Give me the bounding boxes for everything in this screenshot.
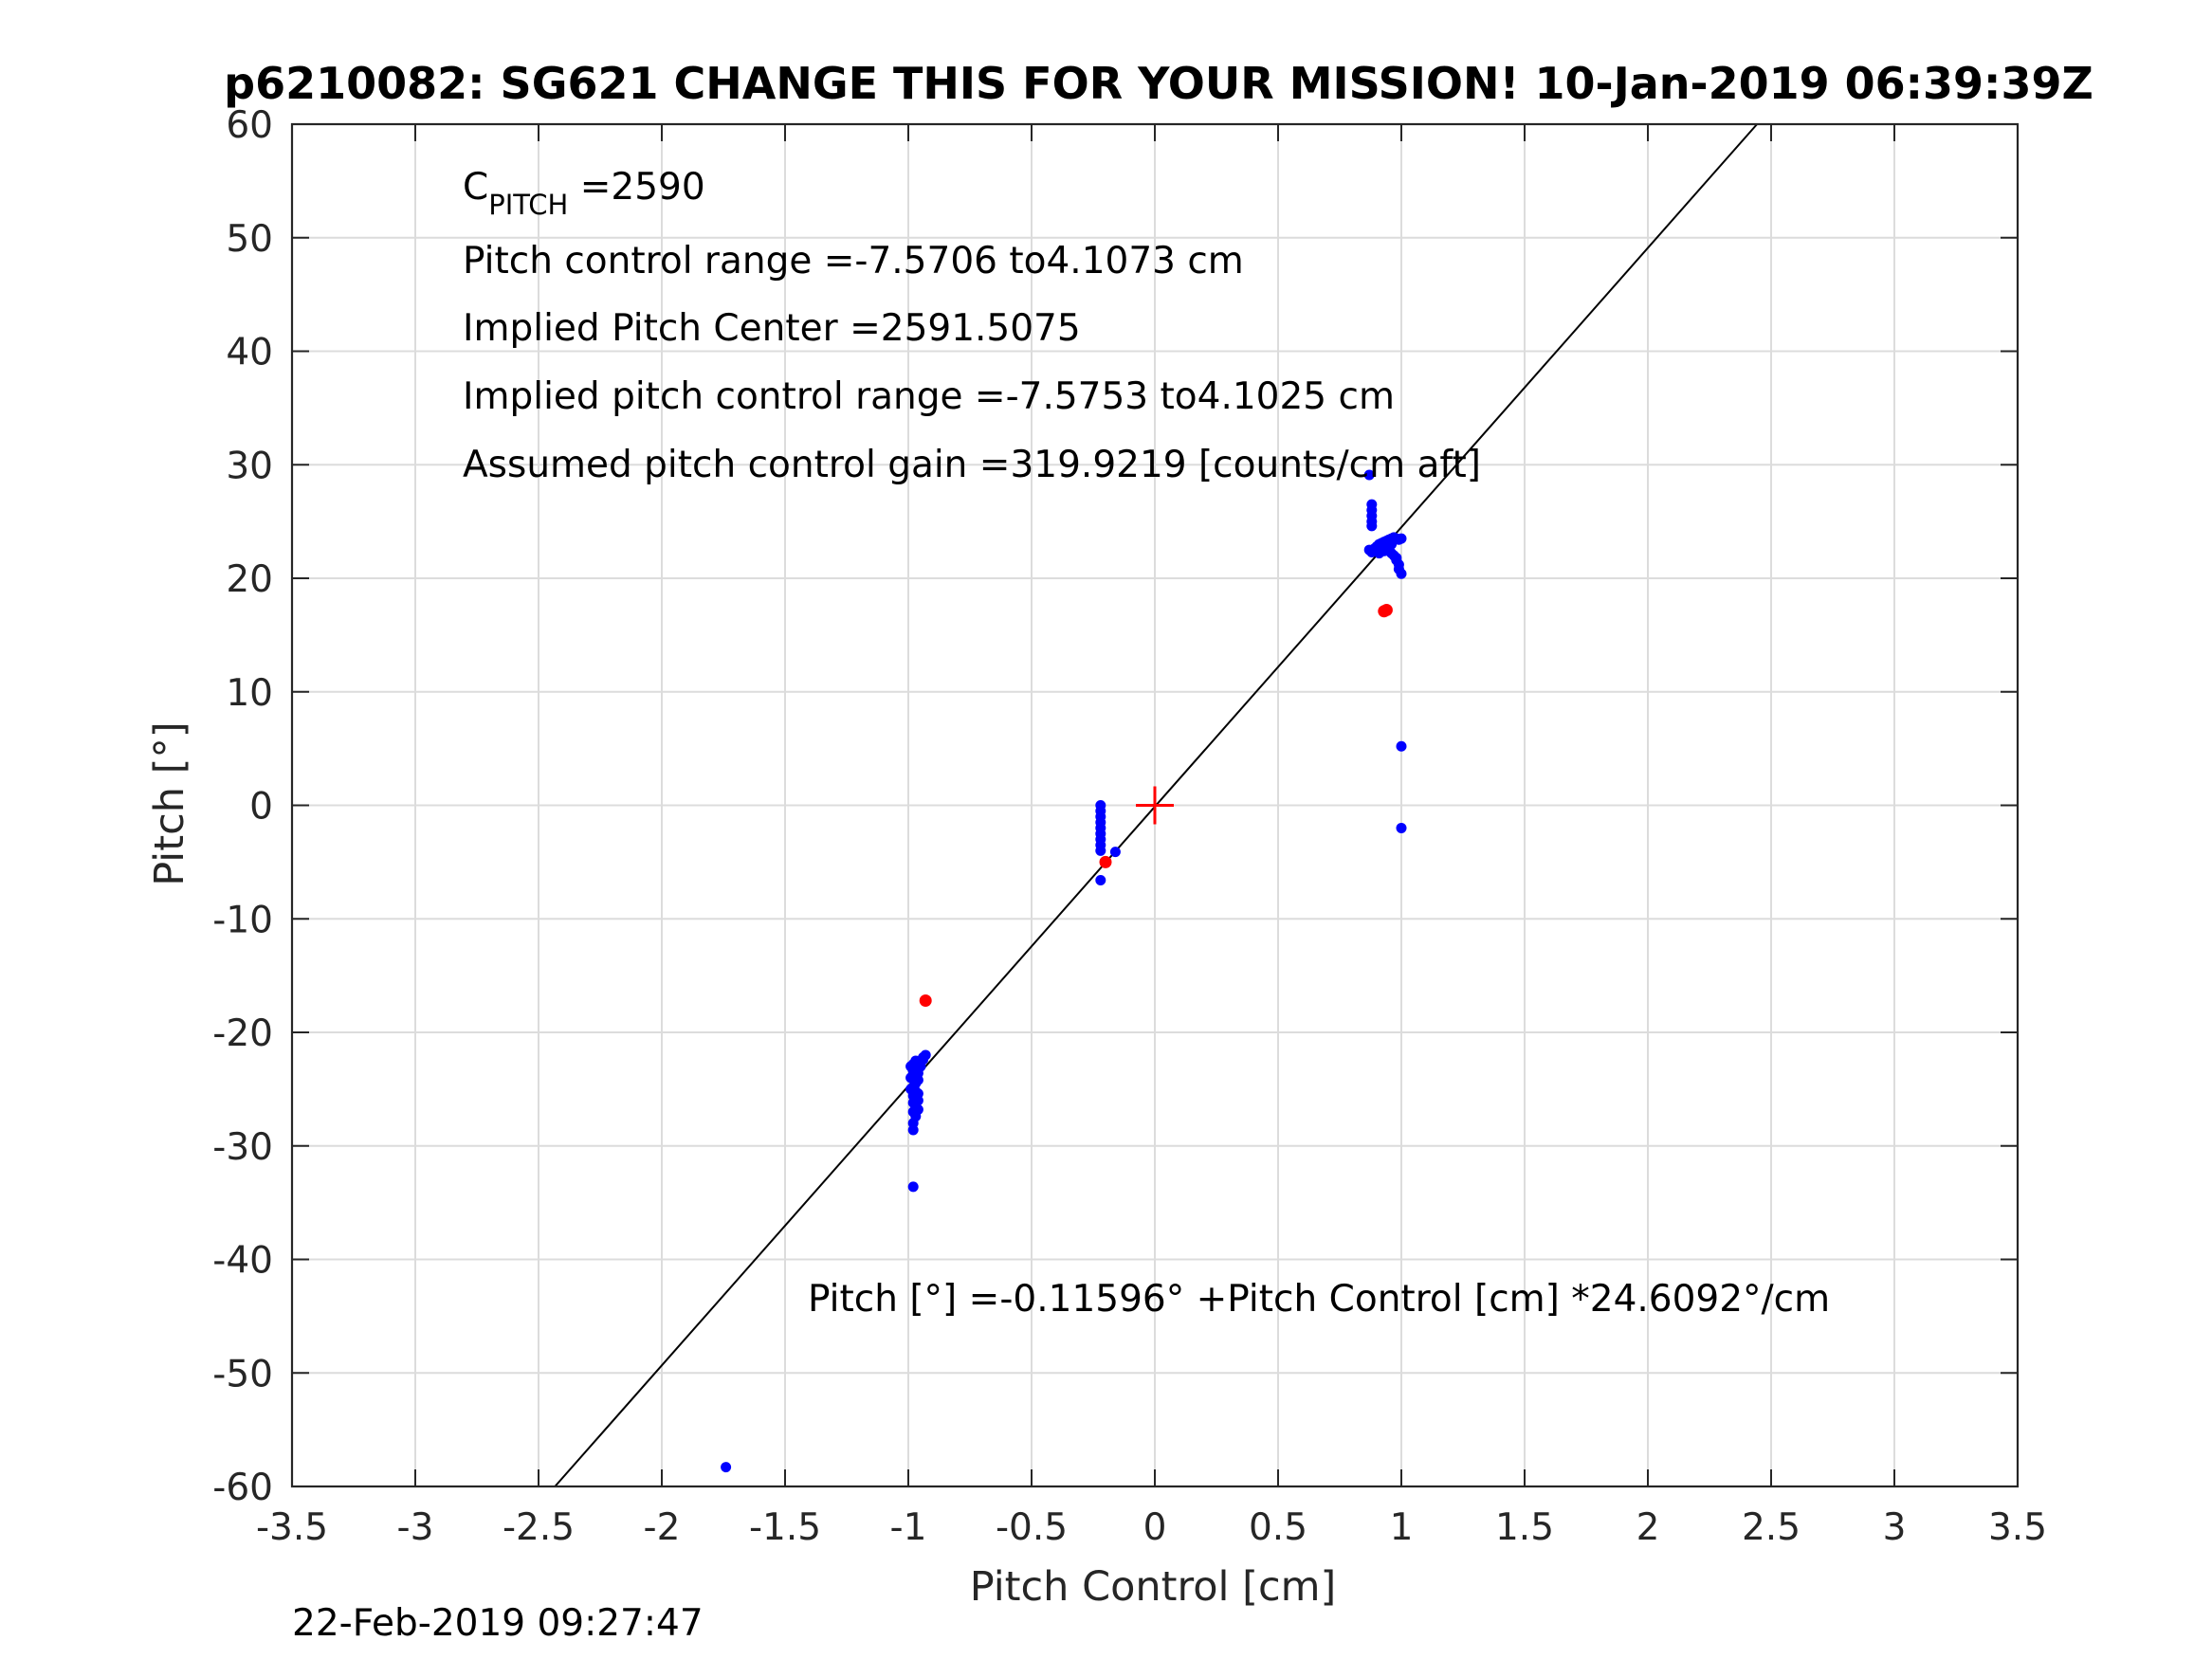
y-tick-label: 40 (226, 332, 273, 374)
blue-data-point (920, 1049, 931, 1061)
cpitch-symbol: C (463, 166, 488, 209)
y-tick-label: -30 (212, 1126, 273, 1169)
data-points-layer (721, 469, 1407, 1473)
center-marker-layer (1136, 786, 1174, 825)
y-tick-label: 0 (249, 786, 273, 829)
x-tick-label: 2 (1636, 1506, 1660, 1549)
y-tick-label: -60 (212, 1467, 273, 1509)
blue-data-point (1363, 469, 1375, 481)
blue-data-point (905, 1061, 917, 1072)
y-tick-label: 50 (226, 218, 273, 261)
y-tick-label: -10 (212, 899, 273, 941)
gain-annotation: Assumed pitch control gain =319.9219 [co… (463, 444, 1481, 486)
y-tick-label: -50 (212, 1353, 273, 1395)
y-tick-label: 30 (226, 445, 273, 487)
red-data-point (919, 994, 932, 1007)
blue-data-point (1366, 520, 1378, 532)
y-tick-label: -20 (212, 1012, 273, 1055)
x-tick-label: 3 (1883, 1506, 1907, 1549)
x-tick-label: 1.5 (1495, 1506, 1554, 1549)
x-tick-label: 0 (1143, 1506, 1167, 1549)
x-tick-label: -2 (644, 1506, 681, 1549)
blue-data-point (1095, 875, 1106, 886)
blue-data-point (907, 1181, 919, 1193)
blue-data-point (1095, 845, 1106, 856)
y-tick-label: -40 (212, 1240, 273, 1283)
blue-data-point (912, 1103, 923, 1115)
implied-range-annotation: Implied pitch control range =-7.5753 to4… (463, 375, 1395, 418)
fit-equation-annotation: Pitch [°] =-0.11596° +Pitch Control [cm]… (808, 1278, 1830, 1321)
blue-data-point (1396, 822, 1407, 833)
red-data-point (1099, 855, 1112, 868)
y-tick-label: 60 (226, 104, 273, 147)
blue-data-point (1374, 548, 1385, 559)
blue-data-point (1396, 568, 1407, 579)
implied-pitch-center-annotation: Implied Pitch Center =2591.5075 (463, 307, 1081, 350)
x-tick-labels: -3.5 -3 -2.5 -2 -1.5 -1 -0.5 0 0.5 1 1.5 2 2.5 3 3.5 (256, 1506, 2047, 1549)
blue-data-point (1396, 533, 1407, 544)
red-data-point (1380, 604, 1393, 617)
cpitch-subscript: PITCH (488, 189, 568, 221)
x-axis-label: Pitch Control [cm] (970, 1563, 1337, 1611)
cpitch-annotation: CPITCH =2590 (463, 166, 705, 221)
x-tick-label: -3 (397, 1506, 434, 1549)
pitch-control-range-annotation: Pitch control range =-7.5706 to4.1073 cm (463, 240, 1244, 283)
tick-marks (291, 123, 2019, 1487)
y-tick-labels: -60 -50 -40 -30 -20 -10 0 10 20 30 40 50 60 (212, 104, 273, 1509)
y-tick-label: 10 (226, 672, 273, 715)
x-tick-label: 1 (1390, 1506, 1414, 1549)
x-tick-label: -2.5 (503, 1506, 575, 1549)
blue-data-point (1109, 847, 1121, 858)
blue-data-point (912, 1088, 923, 1100)
y-tick-label: 20 (226, 558, 273, 601)
y-axis-label: Pitch [°] (146, 721, 193, 885)
blue-data-point (905, 1072, 917, 1084)
timestamp: 22-Feb-2019 09:27:47 (292, 1602, 704, 1645)
x-tick-label: 2.5 (1742, 1506, 1801, 1549)
blue-data-point (721, 1462, 732, 1473)
x-tick-label: -1.5 (749, 1506, 821, 1549)
x-tick-label: -0.5 (996, 1506, 1068, 1549)
chart-title: p6210082: SG621 CHANGE THIS FOR YOUR MIS… (224, 58, 2093, 109)
plot-area (290, 122, 2020, 1488)
blue-data-point (1386, 538, 1398, 550)
x-tick-label: 3.5 (1988, 1506, 2047, 1549)
cpitch-value: =2590 (568, 166, 704, 209)
x-tick-label: -3.5 (256, 1506, 328, 1549)
x-tick-label: -1 (890, 1506, 927, 1549)
x-tick-label: 0.5 (1249, 1506, 1307, 1549)
blue-data-point (1396, 740, 1407, 752)
